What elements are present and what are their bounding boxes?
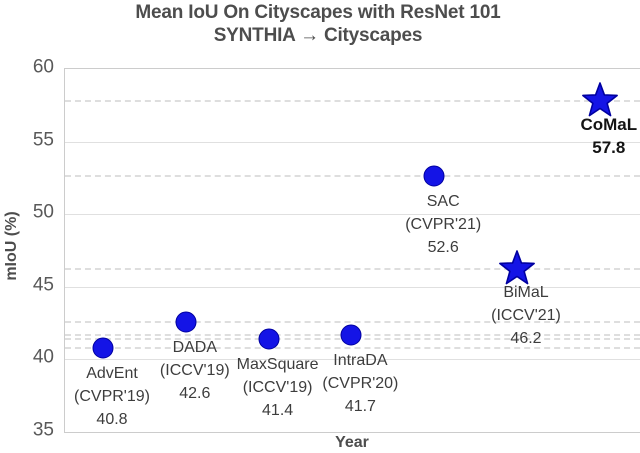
data-point-label-maxsquare: MaxSquare (ICCV'19) 41.4 <box>237 353 319 422</box>
gridline-50 <box>65 214 640 216</box>
label-line-name: CoMaL <box>580 114 638 134</box>
data-point-label-dada: DADA (ICCV'19) 42.6 <box>160 336 230 405</box>
data-point-label-sac: SAC (CVPR'21) 52.6 <box>405 190 481 259</box>
data-point-circle-sac <box>423 165 445 187</box>
label-line-name: DADA <box>172 338 218 356</box>
label-line-venue: (CVPR'21) <box>405 216 482 234</box>
y-tick-label-55: 55 <box>32 129 54 151</box>
y-tick-label-40: 40 <box>32 346 54 368</box>
label-line-name: BiMaL <box>503 284 549 302</box>
label-line-value: 40.8 <box>96 410 128 428</box>
label-line-value: 41.4 <box>262 402 294 420</box>
value-guide-comal <box>65 99 640 102</box>
data-point-circle-dada <box>175 311 197 333</box>
label-line-name: IntraDA <box>333 351 388 369</box>
label-line-name: SAC <box>426 193 460 211</box>
plot-area: AdvEnt (CVPR'19) 40.8 DADA (ICCV'19) 42.6 MaxS… <box>64 68 640 433</box>
gridline-40 <box>65 359 640 361</box>
value-guide-sac <box>65 175 640 178</box>
label-line-value: 42.6 <box>179 384 211 402</box>
label-line-venue: (ICCV'19) <box>242 379 313 397</box>
label-line-venue: (CVPR'20) <box>322 374 399 392</box>
label-line-venue: (ICCV'21) <box>491 307 561 325</box>
value-guide-dada <box>65 320 640 323</box>
data-point-label-intrada: IntraDA (CVPR'20) 41.7 <box>322 349 398 418</box>
x-axis-title: Year <box>335 434 369 451</box>
chart-subtitle: SYNTHIA → Cityscapes <box>213 25 423 46</box>
gridline-55 <box>65 141 640 143</box>
value-guide-advent <box>65 346 640 349</box>
label-line-value: 46.2 <box>510 330 542 348</box>
data-point-label-advent: AdvEnt (CVPR'19) 40.8 <box>74 362 150 431</box>
gridline-45 <box>65 286 640 288</box>
data-point-star-comal <box>580 81 620 121</box>
label-line-name: AdvEnt <box>86 364 138 382</box>
data-point-circle-advent <box>92 337 114 359</box>
y-tick-label-45: 45 <box>32 274 54 296</box>
label-line-value: 57.8 <box>592 137 626 157</box>
label-line-value: 41.7 <box>344 397 376 415</box>
y-tick-label-35: 35 <box>32 419 54 441</box>
y-tick-label-60: 60 <box>32 56 54 78</box>
label-line-value: 52.6 <box>427 239 459 257</box>
label-line-name: MaxSquare <box>236 356 319 374</box>
chart-title: Mean IoU On Cityscapes with ResNet 101 <box>135 2 501 23</box>
label-line-venue: (ICCV'19) <box>159 361 230 379</box>
data-point-star-bimal <box>497 249 537 289</box>
y-tick-label-50: 50 <box>32 201 54 223</box>
label-line-venue: (CVPR'19) <box>74 387 150 405</box>
data-point-circle-intrada <box>340 324 362 346</box>
value-guide-bimal <box>65 268 640 271</box>
data-point-circle-maxsquare <box>258 328 280 350</box>
data-point-label-comal: CoMaL 57.8 <box>580 113 637 159</box>
data-point-label-bimal: BiMaL (ICCV'21) 46.2 <box>491 281 561 350</box>
